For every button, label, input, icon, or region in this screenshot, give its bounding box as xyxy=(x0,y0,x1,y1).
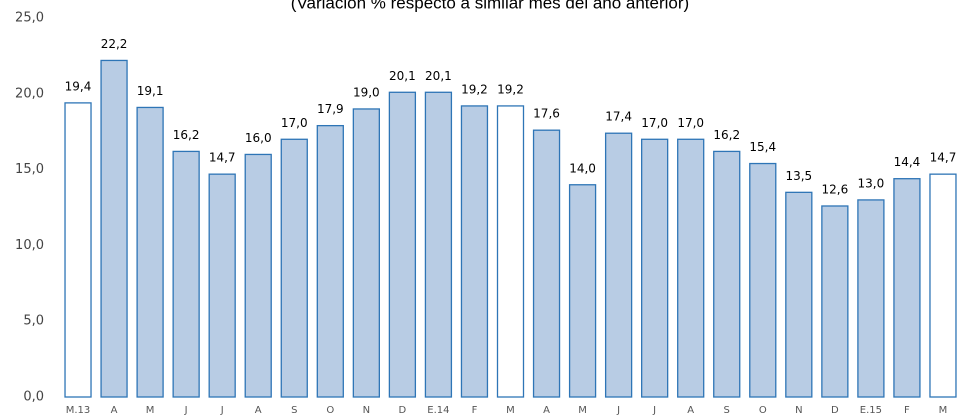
x-tick-label: E.15 xyxy=(860,405,882,416)
x-tick-label: M xyxy=(939,405,948,416)
bar xyxy=(749,162,777,398)
data-label: 12,6 xyxy=(822,182,849,196)
y-tick-label: 10,0 xyxy=(15,238,44,253)
bar xyxy=(568,184,597,398)
x-tick-label: J xyxy=(616,405,620,416)
y-tick-label: 0,0 xyxy=(23,390,44,405)
data-label: 13,5 xyxy=(785,169,812,183)
bar xyxy=(641,138,669,398)
data-label: 15,4 xyxy=(749,140,776,154)
data-label: 14,4 xyxy=(894,155,921,169)
data-label: 13,0 xyxy=(858,176,885,190)
bar xyxy=(64,102,92,398)
data-label: 19,2 xyxy=(497,82,524,96)
x-tick-label: N xyxy=(363,405,370,416)
bar xyxy=(136,106,164,398)
data-label: 19,1 xyxy=(137,84,164,98)
data-label: 16,2 xyxy=(713,128,740,142)
data-label: 14,7 xyxy=(930,151,957,165)
data-label: 20,1 xyxy=(389,69,416,83)
data-label: 14,0 xyxy=(569,161,596,175)
x-tick-label: M xyxy=(506,405,515,416)
bar xyxy=(388,91,417,398)
y-tick-label: 20,0 xyxy=(15,86,44,101)
x-tick-label: N xyxy=(795,405,802,416)
x-tick-label: F xyxy=(904,405,910,416)
data-label: 22,2 xyxy=(101,37,128,51)
x-tick-label: F xyxy=(472,405,478,416)
data-label: 17,0 xyxy=(641,116,668,130)
bar xyxy=(424,91,453,398)
data-label: 17,0 xyxy=(677,116,704,130)
bar xyxy=(172,150,200,398)
x-tick-label: M xyxy=(146,405,155,416)
bar xyxy=(208,173,236,398)
bar xyxy=(713,150,741,398)
y-tick-label: 15,0 xyxy=(15,162,44,177)
bar xyxy=(785,191,813,398)
data-label: 17,6 xyxy=(533,107,560,121)
bar xyxy=(893,178,921,398)
chart-subtitle: (Variación % respecto a similar mes del … xyxy=(291,0,689,12)
x-tick-label: M.13 xyxy=(66,405,91,416)
bar xyxy=(100,59,128,398)
x-tick-label: A xyxy=(687,405,694,416)
data-label: 19,2 xyxy=(461,82,488,96)
bar xyxy=(316,124,344,398)
x-tick-label: M xyxy=(578,405,587,416)
x-tick-label: D xyxy=(831,405,839,416)
bar xyxy=(532,129,561,398)
data-label: 16,2 xyxy=(173,128,200,142)
x-tick-label: A xyxy=(111,405,118,416)
data-label: 19,4 xyxy=(65,79,92,93)
data-label: 19,0 xyxy=(353,85,380,99)
bar xyxy=(677,138,705,398)
bar xyxy=(929,173,957,398)
x-tick-label: S xyxy=(724,405,730,416)
bar xyxy=(352,108,380,398)
bar xyxy=(857,199,885,398)
x-tick-label: J xyxy=(652,405,656,416)
data-label: 14,7 xyxy=(209,151,236,165)
bar xyxy=(460,105,489,398)
x-tick-label: A xyxy=(255,405,262,416)
x-tick-label: E.14 xyxy=(427,405,449,416)
x-tick-label: S xyxy=(291,405,297,416)
data-label: 17,9 xyxy=(317,102,344,116)
bar xyxy=(244,153,272,398)
data-label: 16,0 xyxy=(245,131,272,145)
x-tick-label: O xyxy=(759,405,767,416)
data-label: 17,0 xyxy=(281,116,308,130)
bar xyxy=(280,138,308,398)
x-tick-label: J xyxy=(220,405,224,416)
x-tick-label: O xyxy=(326,405,334,416)
y-tick-label: 5,0 xyxy=(23,314,44,329)
bar xyxy=(821,205,849,398)
y-tick-label: 25,0 xyxy=(15,11,44,26)
x-tick-label: J xyxy=(184,405,188,416)
x-tick-label: D xyxy=(399,405,407,416)
data-label: 20,1 xyxy=(425,69,452,83)
data-label: 17,4 xyxy=(605,110,632,124)
x-tick-label: A xyxy=(543,405,550,416)
bar xyxy=(604,132,633,398)
bar xyxy=(496,105,525,398)
